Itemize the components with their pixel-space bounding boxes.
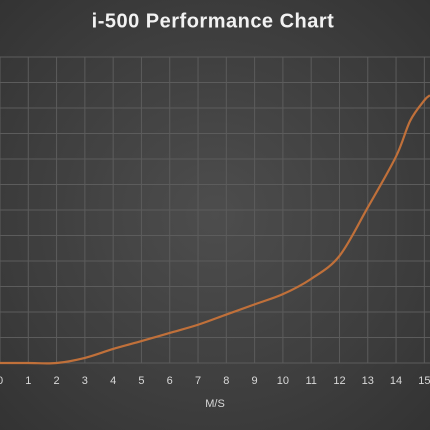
x-tick-label: 2 (54, 375, 60, 387)
x-tick-label: 6 (167, 375, 173, 387)
x-tick-label: 11 (305, 375, 316, 387)
x-tick-label: 14 (390, 375, 402, 387)
x-axis-label: M/S (205, 398, 225, 410)
x-tick-label: 12 (333, 375, 345, 387)
x-tick-label: 0 (0, 375, 3, 387)
x-tick-label: 13 (362, 375, 374, 387)
x-tick-label: 15 (418, 375, 430, 387)
x-tick-label: 3 (82, 375, 88, 387)
x-tick-label: 1 (25, 375, 31, 387)
x-tick-label: 8 (223, 375, 229, 387)
chart-title: i-500 Performance Chart (92, 10, 335, 32)
x-tick-label: 9 (252, 375, 258, 387)
line-series (0, 94, 430, 365)
x-tick-label: 5 (138, 375, 144, 387)
x-tick-label: 4 (110, 375, 116, 387)
x-tick-label: 10 (277, 375, 289, 387)
x-tick-label: 7 (195, 375, 201, 387)
